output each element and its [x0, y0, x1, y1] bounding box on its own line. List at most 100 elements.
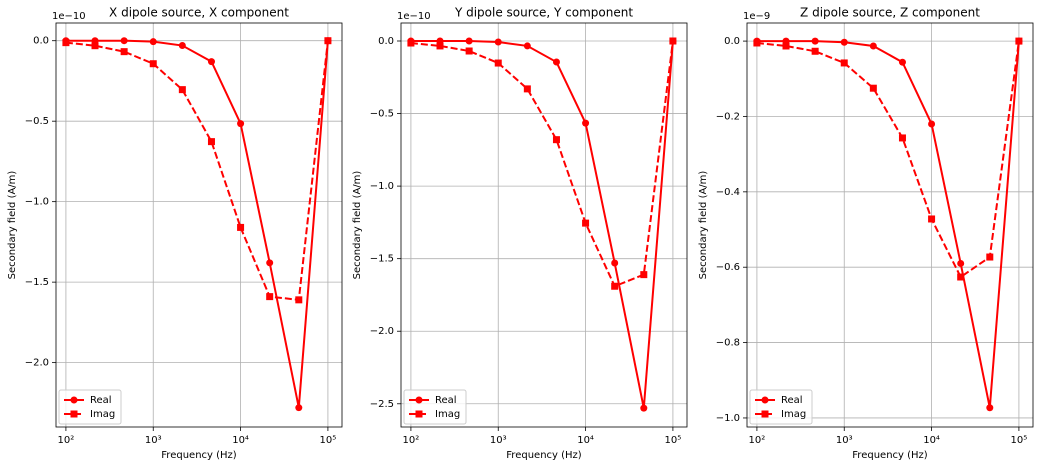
marker [957, 273, 965, 281]
y-tick-label: 0.0 [724, 36, 740, 47]
marker [1015, 37, 1023, 45]
x-tick-label: 10³ [836, 435, 853, 446]
legend-label: Imag [435, 409, 460, 420]
legend-label: Real [435, 395, 457, 406]
marker [957, 259, 965, 267]
marker [611, 259, 619, 267]
marker [840, 59, 848, 67]
marker [178, 42, 186, 50]
marker [149, 60, 157, 68]
marker [928, 120, 936, 128]
y-offset: 1e−10 [52, 11, 86, 22]
x-tick-label: 10² [749, 435, 766, 446]
marker [178, 86, 186, 94]
marker [295, 296, 303, 304]
axes-frame [55, 22, 343, 428]
y-tick-label: −0.5 [25, 116, 49, 127]
chart-title: Z dipole source, Z component [800, 6, 980, 20]
marker [986, 404, 994, 412]
marker [761, 396, 769, 404]
subplot: 10² 10³ 10⁴ 10⁵ 0.0 −0.5 −1.0 −1.5 −2.0 X dipole … [7, 6, 343, 461]
series-line [65, 40, 329, 301]
y-tick-label: −0.5 [370, 109, 394, 120]
marker [70, 396, 78, 404]
series-line [410, 40, 674, 288]
marker [898, 58, 906, 66]
marker [465, 37, 473, 45]
legend-label: Imag [90, 409, 115, 420]
marker [640, 271, 648, 279]
marker [415, 410, 423, 418]
y-tick-label: −1.5 [370, 254, 394, 265]
marker [494, 59, 502, 67]
y-offset: 1e−10 [397, 11, 431, 22]
y-axis-label: Secondary field (A/m) [352, 171, 363, 280]
y-tick-label: −1.0 [25, 197, 49, 208]
y-tick-label: −1.0 [716, 413, 740, 424]
x-tick-label: 10⁵ [665, 435, 682, 446]
y-tick-label: −2.0 [370, 326, 394, 337]
y-tick-label: −0.8 [716, 338, 740, 349]
y-offset: 1e−9 [743, 11, 770, 22]
marker [582, 119, 590, 127]
marker [582, 219, 590, 227]
marker [266, 259, 274, 267]
x-tick-label: 10⁴ [232, 435, 249, 446]
legend-label: Real [781, 395, 803, 406]
marker [70, 410, 78, 418]
x-axis-label: Frequency (Hz) [852, 450, 928, 461]
x-axis-label: Frequency (Hz) [161, 450, 237, 461]
x-tick-label: 10² [58, 435, 75, 446]
x-tick-label: 10⁴ [923, 435, 940, 446]
marker [523, 42, 531, 50]
axes-frame [746, 22, 1034, 428]
x-tick-label: 10⁴ [577, 435, 594, 446]
x-tick-label: 10⁵ [320, 435, 337, 446]
marker [782, 42, 790, 50]
marker [237, 223, 245, 231]
marker [811, 47, 819, 55]
marker [869, 42, 877, 50]
marker [753, 39, 761, 47]
y-tick-label: −2.0 [25, 358, 49, 369]
marker [407, 39, 415, 47]
series-line [410, 39, 674, 409]
series-line [756, 40, 1020, 408]
marker [928, 215, 936, 223]
y-tick-label: −0.2 [716, 111, 740, 122]
marker [207, 58, 215, 66]
series-line [65, 39, 329, 408]
marker [415, 396, 423, 404]
marker [62, 39, 70, 47]
marker [898, 134, 906, 142]
x-tick-label: 10³ [490, 435, 507, 446]
legend-label: Imag [781, 409, 806, 420]
y-tick-label: −0.6 [716, 262, 740, 273]
marker [611, 282, 619, 290]
marker [811, 37, 819, 45]
marker [552, 136, 560, 144]
x-axis-label: Frequency (Hz) [506, 450, 582, 461]
marker [149, 38, 157, 46]
marker [465, 47, 473, 55]
marker [120, 37, 128, 45]
series-line [756, 40, 1020, 279]
marker [266, 293, 274, 301]
marker [237, 120, 245, 128]
axes-frame [400, 22, 688, 428]
marker [523, 85, 531, 93]
subplot: 10² 10³ 10⁴ 10⁵ 0.0 −0.2 −0.4 −0.6 −0.8 −1.0 Z dip… [698, 6, 1034, 461]
y-axis-label: Secondary field (A/m) [7, 171, 18, 280]
marker [869, 84, 877, 92]
marker [640, 404, 648, 412]
marker [207, 138, 215, 146]
y-axis-label: Secondary field (A/m) [698, 171, 709, 280]
y-tick-label: 0.0 [378, 36, 394, 47]
x-tick-label: 10² [403, 435, 420, 446]
legend-label: Real [90, 395, 112, 406]
y-tick-label: −2.5 [370, 399, 394, 410]
marker [669, 37, 677, 45]
marker [552, 58, 560, 66]
marker [120, 48, 128, 56]
